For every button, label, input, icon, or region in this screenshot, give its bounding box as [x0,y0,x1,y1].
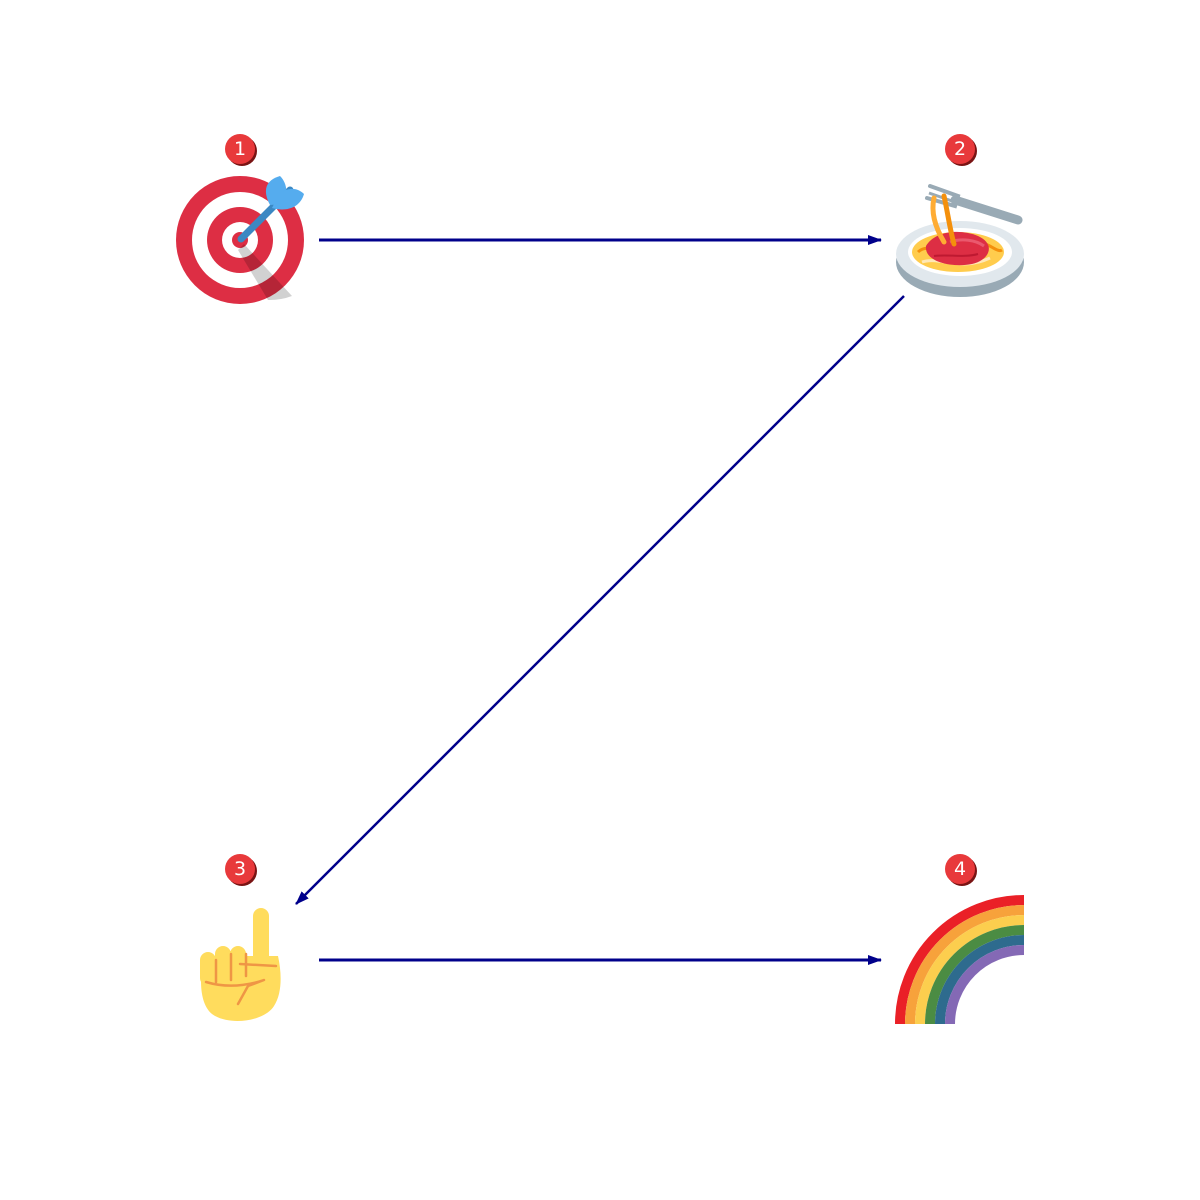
step-number: 3 [234,858,246,880]
step-badge-4: 4 [945,854,977,886]
node-4: 4 [895,854,1025,1025]
node-3: 3 [200,854,281,1021]
step-number: 2 [954,138,966,160]
spaghetti-plate-icon [896,184,1024,297]
edge-2-to-3 [295,295,905,905]
rainbow-icon [895,895,1025,1025]
edges [295,235,905,965]
step-badge-2: 2 [945,134,977,166]
node-2: 2 [896,134,1024,297]
step-badge-1: 1 [225,134,257,166]
index-pointing-up-icon [200,908,281,1021]
step-badge-3: 3 [225,854,257,886]
node-1: 1 [176,134,304,304]
step-number: 1 [234,138,246,160]
direct-hit-target-icon [176,176,304,304]
step-number: 4 [954,858,966,880]
